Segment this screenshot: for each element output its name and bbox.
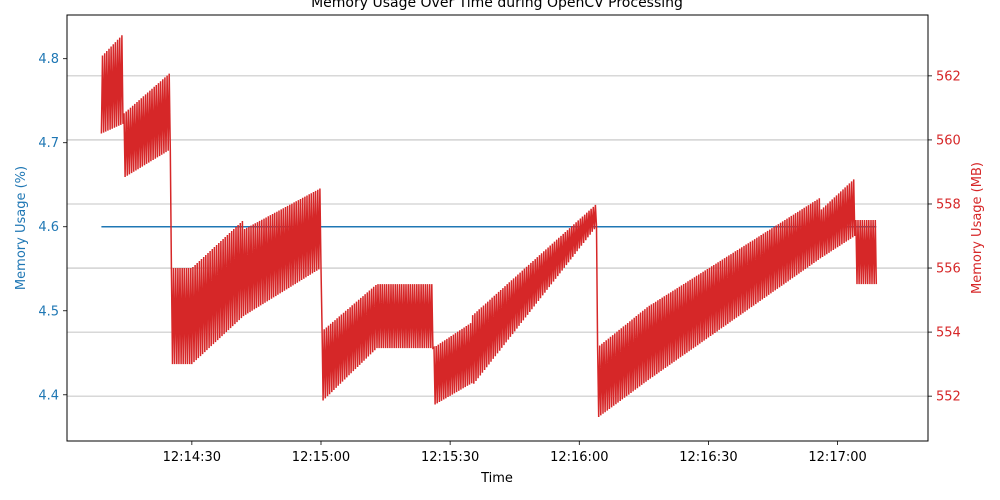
x-tick-label: 12:15:00 xyxy=(292,450,350,465)
y-axis-right-label: Memory Usage (MB) xyxy=(970,162,985,294)
x-tick-label: 12:17:00 xyxy=(808,450,866,465)
y-left-tick-label: 4.5 xyxy=(38,304,59,319)
y-right-tick-label: 562 xyxy=(936,69,961,84)
series-layer xyxy=(100,35,878,418)
y-left-tick-label: 4.6 xyxy=(38,220,59,235)
y-left-tick-label: 4.7 xyxy=(38,136,59,151)
y-axis-left-label: Memory Usage (%) xyxy=(14,166,29,290)
y-axis-right: 552 554 556 558 560 562 xyxy=(928,69,961,405)
x-axis: 12:14:30 12:15:00 12:15:30 12:16:00 12:16:30… xyxy=(163,441,867,465)
y-axis-left: 4.4 4.5 4.6 4.7 4.8 xyxy=(38,52,67,403)
x-tick-label: 12:15:30 xyxy=(421,450,479,465)
chart-title: Memory Usage Over Time during OpenCV Pro… xyxy=(311,0,683,11)
plot-frame xyxy=(66,14,929,442)
y-right-tick-label: 560 xyxy=(936,133,961,148)
x-tick-label: 12:16:30 xyxy=(679,450,737,465)
y-right-tick-label: 554 xyxy=(936,326,961,341)
y-right-tick-label: 552 xyxy=(936,390,961,405)
y-right-tick-label: 556 xyxy=(936,262,961,277)
x-axis-label: Time xyxy=(480,471,513,486)
memory-mb-line xyxy=(100,35,878,418)
x-tick-label: 12:16:00 xyxy=(550,450,608,465)
y-left-tick-label: 4.4 xyxy=(38,388,59,403)
y-left-tick-label: 4.8 xyxy=(38,52,59,67)
y-right-tick-label: 558 xyxy=(936,197,961,212)
x-tick-label: 12:14:30 xyxy=(163,450,221,465)
